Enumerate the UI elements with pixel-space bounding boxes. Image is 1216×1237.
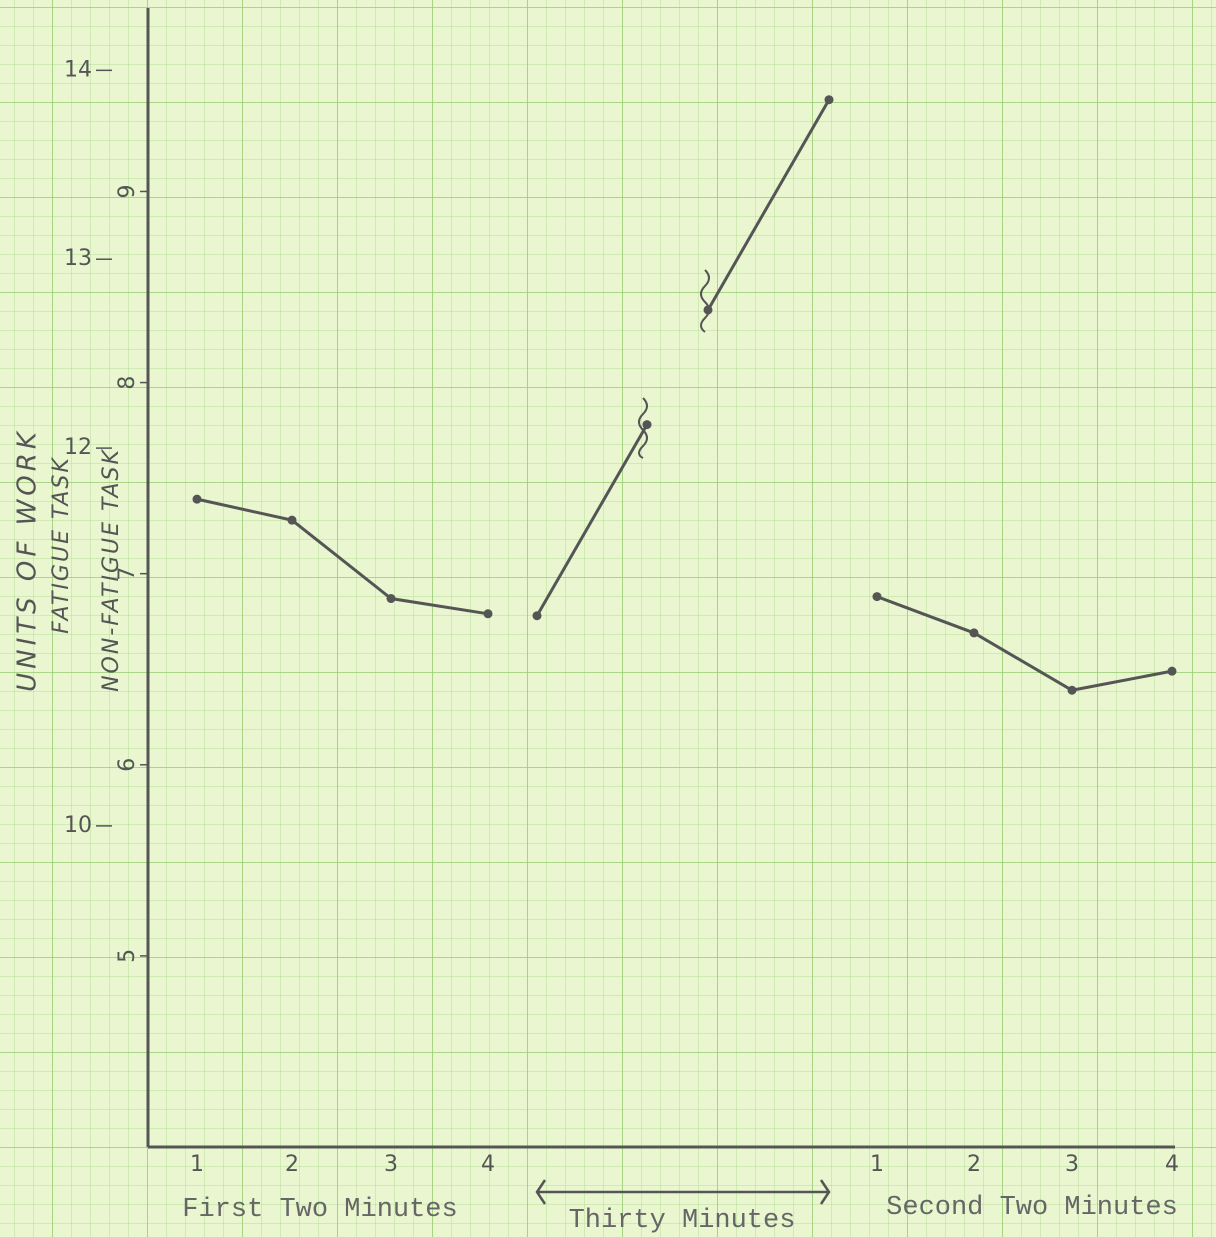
x-tick-label: 4	[1165, 1152, 1179, 1177]
y2-axis-label: FATIGUE TASK	[49, 456, 74, 634]
y2-tick-label: 14	[64, 57, 92, 82]
group-label: First Two Minutes	[182, 1195, 457, 1225]
data-point	[288, 516, 297, 525]
data-point	[533, 611, 542, 620]
data-point	[704, 305, 713, 314]
y-axis-label: UNITS OF WORK	[13, 428, 43, 692]
y2-tick-label: 12	[64, 435, 92, 460]
x-tick-label: 2	[967, 1152, 981, 1177]
x-tick-label: 3	[384, 1152, 398, 1177]
data-point	[1168, 667, 1177, 676]
data-point	[484, 609, 493, 618]
data-point	[387, 594, 396, 603]
chart: UNITS OF WORK FATIGUE TASK NON-FATIGUE T…	[0, 0, 1216, 1237]
y-tick-label: 6	[115, 758, 140, 772]
data-point	[643, 420, 652, 429]
x-tick-label: 2	[285, 1152, 299, 1177]
data-point	[193, 495, 202, 504]
y2-tick-label: 13	[64, 246, 92, 271]
y-tick-label: 8	[115, 376, 140, 390]
data-point	[1068, 686, 1077, 695]
data-point	[825, 95, 834, 104]
group-label: Second Two Minutes	[886, 1193, 1178, 1223]
x-tick-label: 4	[481, 1152, 495, 1177]
y2-tick-label: 10	[64, 813, 92, 838]
y-tick-label: 5	[115, 949, 140, 963]
x-tick-label: 1	[190, 1152, 204, 1177]
graph-paper-major	[0, 0, 1216, 1237]
x-tick-label: 1	[870, 1152, 884, 1177]
group-label: Thirty Minutes	[569, 1206, 796, 1236]
y-tick-label: 9	[115, 184, 140, 198]
data-point	[873, 592, 882, 601]
x-tick-label: 3	[1065, 1152, 1079, 1177]
data-point	[970, 628, 979, 637]
y-tick-label: 7	[115, 567, 140, 581]
